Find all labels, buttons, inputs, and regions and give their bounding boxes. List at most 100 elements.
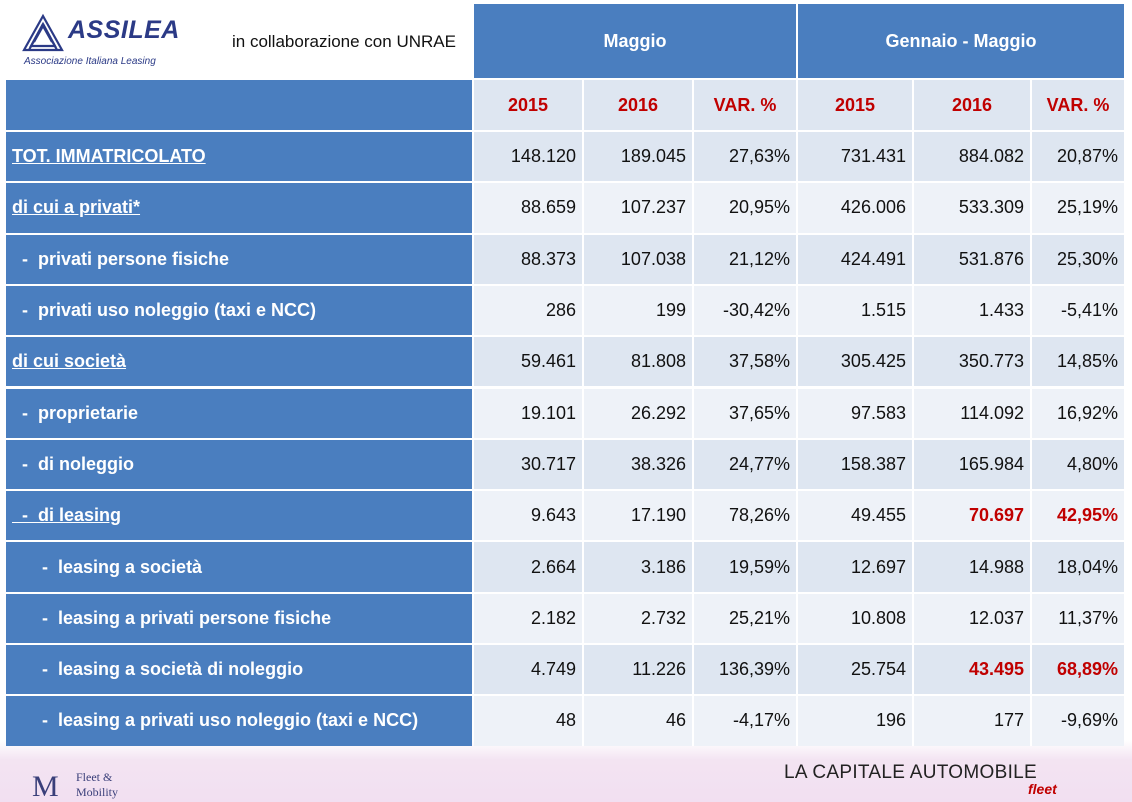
row-label-text: - leasing a società di noleggio xyxy=(12,659,304,680)
table-cell: 350.773 xyxy=(914,337,1032,387)
table-cell: 25,21% xyxy=(694,593,798,643)
table-cell: 20,95% xyxy=(694,183,798,233)
table-cell: 59.461 xyxy=(474,337,584,387)
table-cell: 426.006 xyxy=(798,183,914,233)
table-cell: 25,30% xyxy=(1032,234,1124,284)
table-cell: 14.988 xyxy=(914,542,1032,592)
row-label-text: - leasing a privati uso noleggio (taxi e… xyxy=(12,710,419,731)
slide: ASSILEA Associazione Italiana Leasing in… xyxy=(6,4,1124,746)
table-cell: 107.038 xyxy=(584,234,694,284)
table-cell: 16,92% xyxy=(1032,388,1124,438)
table-cell: 17.190 xyxy=(584,491,694,541)
table-cell: 158.387 xyxy=(798,439,914,490)
collaboration-text: in collaborazione con UNRAE xyxy=(232,32,456,51)
table-cell: 2.182 xyxy=(474,593,584,643)
column-header-3: 2015 xyxy=(798,80,914,130)
column-header-1: 2016 xyxy=(584,80,694,130)
row-label-text: - privati uso noleggio (taxi e NCC) xyxy=(12,300,317,321)
table-cell: 19.101 xyxy=(474,388,584,438)
table-cell: -4,17% xyxy=(694,696,798,746)
table-cell: 177 xyxy=(914,696,1032,746)
table-cell: 12.037 xyxy=(914,593,1032,643)
assilea-logo-icon xyxy=(22,13,64,52)
table-cell: 37,58% xyxy=(694,337,798,387)
fleet-mobility-line-2: Mobility xyxy=(76,785,119,799)
table-cell: 424.491 xyxy=(798,234,914,284)
column-header-5: VAR. % xyxy=(1032,80,1124,130)
fleet-mobility-logo-text: Fleet & Mobility xyxy=(76,770,118,800)
table-cell: 107.237 xyxy=(584,183,694,233)
table-cell: 286 xyxy=(474,285,584,336)
table-cell: 3.186 xyxy=(584,542,694,592)
row-label-text: di cui a privati* xyxy=(12,197,141,218)
logo-subtitle: Associazione Italiana Leasing xyxy=(24,56,156,67)
row-label-text: di cui società xyxy=(12,351,127,372)
table-cell: 11,37% xyxy=(1032,593,1124,643)
table-cell: 97.583 xyxy=(798,388,914,438)
column-header-4: 2016 xyxy=(914,80,1032,130)
table-cell: 68,89% xyxy=(1032,645,1124,695)
group-header-gennaio-maggio: Gennaio - Maggio xyxy=(798,4,1124,78)
table-cell: 189.045 xyxy=(584,132,694,182)
row-label-text: - privati persone fisiche xyxy=(12,248,230,269)
table-cell: 1.515 xyxy=(798,285,914,336)
row-label-text: - proprietarie xyxy=(12,402,139,423)
group-header-maggio: Maggio xyxy=(474,4,798,78)
table-cell: 14,85% xyxy=(1032,337,1124,387)
row-label: - di noleggio xyxy=(6,439,472,490)
column-header-0: 2015 xyxy=(474,80,584,130)
row-label-text: - di leasing xyxy=(12,505,122,526)
table-cell: -9,69% xyxy=(1032,696,1124,746)
table-cell: 136,39% xyxy=(694,645,798,695)
row-label: - leasing a privati uso noleggio (taxi e… xyxy=(6,696,472,746)
table-cell: 305.425 xyxy=(798,337,914,387)
table-cell: 26.292 xyxy=(584,388,694,438)
table-cell: 11.226 xyxy=(584,645,694,695)
table-cell: 4,80% xyxy=(1032,439,1124,490)
table-cell: 70.697 xyxy=(914,491,1032,541)
table-cell: 148.120 xyxy=(474,132,584,182)
row-label: - di leasing xyxy=(6,491,472,541)
table-cell: 19,59% xyxy=(694,542,798,592)
table-cell: 88.373 xyxy=(474,234,584,284)
capitale-automobile-fleet: fleet xyxy=(1028,781,1057,797)
logo-area: ASSILEA Associazione Italiana Leasing in… xyxy=(6,4,472,78)
table-cell: 46 xyxy=(584,696,694,746)
column-header-2: VAR. % xyxy=(694,80,798,130)
table-cell: 10.808 xyxy=(798,593,914,643)
row-label-text: - di noleggio xyxy=(12,453,134,474)
table-cell: 12.697 xyxy=(798,542,914,592)
row-label: TOT. IMMATRICOLATO xyxy=(6,132,472,182)
table-cell: 4.749 xyxy=(474,645,584,695)
header-row-label xyxy=(6,80,472,130)
table-cell: 114.092 xyxy=(914,388,1032,438)
row-label: di cui società xyxy=(6,337,472,387)
table-cell: 88.659 xyxy=(474,183,584,233)
table-cell: -5,41% xyxy=(1032,285,1124,336)
row-label: di cui a privati* xyxy=(6,183,472,233)
table-cell: 884.082 xyxy=(914,132,1032,182)
table-cell: 42,95% xyxy=(1032,491,1124,541)
table-cell: 196 xyxy=(798,696,914,746)
table-cell: -30,42% xyxy=(694,285,798,336)
row-label: - leasing a privati persone fisiche xyxy=(6,593,472,643)
row-label-text: - leasing a privati persone fisiche xyxy=(12,607,332,628)
table-cell: 49.455 xyxy=(798,491,914,541)
table-cell: 48 xyxy=(474,696,584,746)
table-cell: 533.309 xyxy=(914,183,1032,233)
table-cell: 2.664 xyxy=(474,542,584,592)
table-cell: 2.732 xyxy=(584,593,694,643)
table-cell: 81.808 xyxy=(584,337,694,387)
table-cell: 30.717 xyxy=(474,439,584,490)
row-label: - leasing a società di noleggio xyxy=(6,645,472,695)
table-cell: 27,63% xyxy=(694,132,798,182)
table-cell: 20,87% xyxy=(1032,132,1124,182)
capitale-automobile-title: LA CAPITALE AUTOMOBILE xyxy=(784,762,1037,783)
row-label: - proprietarie xyxy=(6,388,472,438)
table-cell: 25,19% xyxy=(1032,183,1124,233)
fleet-mobility-line-1: Fleet & xyxy=(76,770,113,784)
row-label: - privati uso noleggio (taxi e NCC) xyxy=(6,285,472,336)
table-cell: 531.876 xyxy=(914,234,1032,284)
table-cell: 25.754 xyxy=(798,645,914,695)
table-cell: 9.643 xyxy=(474,491,584,541)
